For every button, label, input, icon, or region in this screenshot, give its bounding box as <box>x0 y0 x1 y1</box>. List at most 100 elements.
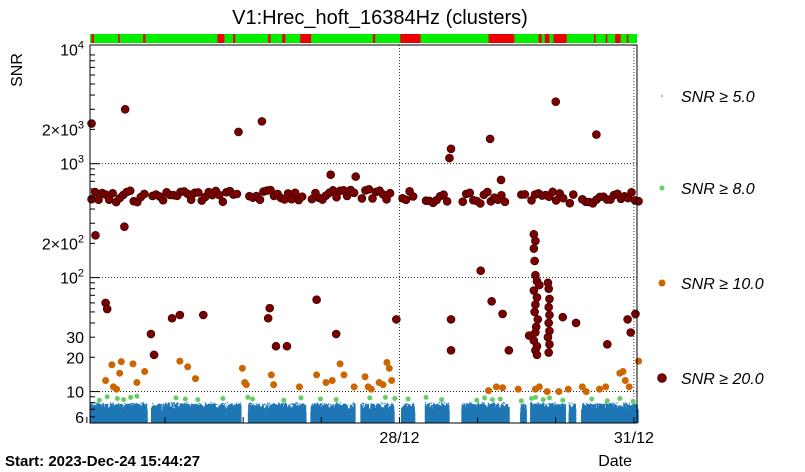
snr10-point <box>313 371 321 379</box>
snr5-point <box>249 403 251 405</box>
snr20-band-point <box>565 198 575 208</box>
snr10-point <box>595 385 603 393</box>
snr5-point <box>616 402 618 404</box>
snr5-point <box>554 405 556 407</box>
snr5-point <box>295 402 298 404</box>
snr20-point <box>167 313 177 323</box>
snr5-point <box>481 403 484 405</box>
status-bar-bad-segment <box>594 34 596 43</box>
snr5-point <box>251 404 253 407</box>
snr5-point <box>110 403 113 406</box>
snr20-band-point <box>158 195 168 205</box>
snr8-point <box>121 397 127 403</box>
snr8-point <box>128 394 134 400</box>
snr10-point <box>543 388 551 396</box>
snr5-bar <box>574 408 577 423</box>
legend-label: SNR ≥ 10.0 <box>681 276 764 293</box>
snr5-point <box>625 402 627 404</box>
snr5-bar <box>353 403 356 423</box>
snr5-point <box>364 403 367 405</box>
snr20-band-point <box>368 194 377 203</box>
snr8-point <box>96 397 102 403</box>
snr5-point <box>204 402 206 404</box>
snr5-point <box>263 403 265 405</box>
snr5-point <box>317 404 319 406</box>
x-tick-label: 28/12 <box>379 430 419 447</box>
snr20-point <box>603 339 612 349</box>
snr8-point <box>532 394 538 400</box>
plot-border <box>89 44 638 424</box>
snr8-point <box>439 397 445 403</box>
snr20-point <box>234 127 243 137</box>
snr5-point <box>130 403 133 405</box>
snr5-point <box>447 402 450 404</box>
snr20-band-point <box>297 192 307 201</box>
snr5-point <box>547 403 549 405</box>
snr10-point <box>176 357 184 365</box>
snr5-point <box>339 402 341 404</box>
snr20-point <box>446 144 456 154</box>
snr8-point <box>367 395 373 401</box>
snr5-point <box>612 402 614 404</box>
snr5-point <box>538 404 540 406</box>
snr20-band-point <box>401 195 411 205</box>
snr5-point <box>613 404 615 406</box>
snr5-point <box>342 404 344 406</box>
snr5-point <box>269 402 271 404</box>
snr10-point <box>564 385 572 393</box>
snr5-point <box>384 402 386 404</box>
legend-marker <box>657 373 667 383</box>
snr5-point <box>124 402 126 405</box>
snr5-point <box>142 405 144 407</box>
snr5-bar <box>239 404 242 423</box>
snr5-point <box>524 404 527 406</box>
series-snr-20 <box>87 97 643 360</box>
snr5-point <box>131 404 134 406</box>
snr10-point <box>388 377 396 385</box>
x-axis-label: Date <box>598 453 632 470</box>
snr5-point <box>463 402 465 404</box>
snr8-point <box>333 397 339 403</box>
snr5-point <box>430 402 432 404</box>
snr20-point <box>571 318 581 328</box>
snr5-point <box>291 403 294 405</box>
snr20-band-point <box>520 190 530 199</box>
snr5-point <box>168 403 170 406</box>
snr5-point <box>444 402 446 404</box>
snr5-point <box>568 404 570 407</box>
snr5-point <box>549 403 551 405</box>
status-bar <box>90 34 637 43</box>
snr5-point <box>379 404 381 406</box>
snr20-point <box>392 315 401 324</box>
snr5-point <box>497 404 499 406</box>
snr10-point <box>499 384 507 392</box>
snr5-point <box>336 402 338 404</box>
snr20-band-point <box>569 190 578 199</box>
snr5-point <box>363 402 365 405</box>
snr5-bar <box>145 410 148 423</box>
snr20-band-point <box>439 190 448 199</box>
snr5-point <box>251 402 253 404</box>
snr5-point <box>323 402 326 405</box>
snr5-point <box>597 404 599 406</box>
snr5-point <box>571 402 573 404</box>
snr10-point <box>295 383 303 391</box>
snr5-point <box>382 403 384 405</box>
y-tick-label: 6 <box>75 410 84 427</box>
snr5-point <box>282 403 284 405</box>
snr8-point <box>560 397 566 403</box>
snr10-point <box>625 383 633 391</box>
snr20-band-point <box>483 187 492 197</box>
snr5-point <box>169 403 171 405</box>
snr5-point <box>437 404 439 406</box>
snr5-point <box>106 403 108 406</box>
snr5-point <box>537 402 539 404</box>
snr5-point <box>554 402 556 404</box>
snr5-point <box>613 403 616 405</box>
status-bar-bad-segment <box>626 34 629 43</box>
snr8-point <box>220 395 226 401</box>
snr5-point <box>255 403 257 405</box>
snr5-point <box>183 404 185 406</box>
snr5-point <box>177 402 179 404</box>
